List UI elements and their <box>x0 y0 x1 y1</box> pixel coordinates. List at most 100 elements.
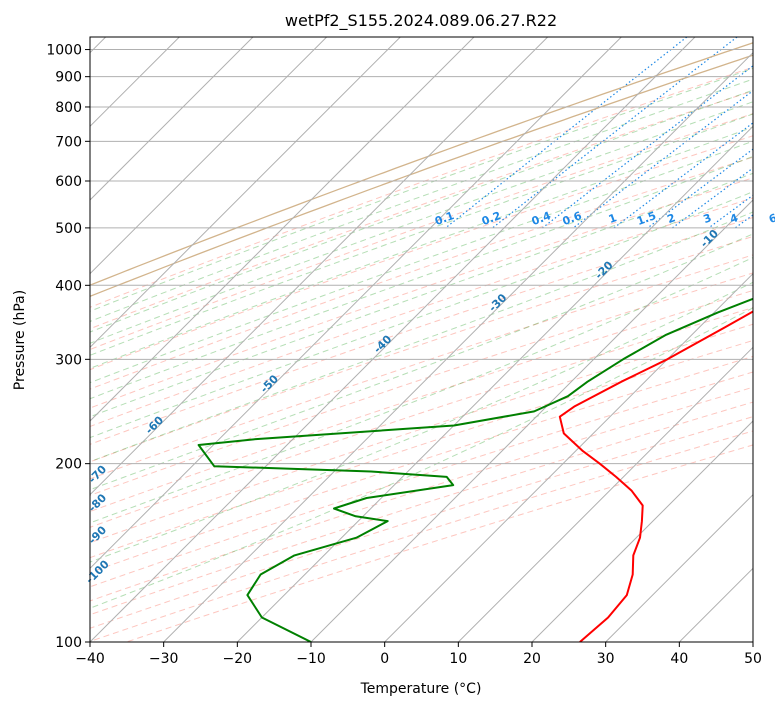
x-tick-label: 30 <box>597 651 615 667</box>
isotherm-gridline <box>90 37 622 570</box>
sounding-profiles <box>197 297 753 642</box>
reference-curve <box>90 54 753 298</box>
mixing-ratio-label: 6 <box>767 211 775 226</box>
x-tick-label: 10 <box>449 651 467 667</box>
dry-adiabat-line <box>90 197 753 428</box>
moist-adiabat-label: -20 <box>592 258 615 281</box>
x-tick-label: 50 <box>744 651 762 667</box>
temperature-profile-line <box>558 310 753 642</box>
dry-adiabat-line <box>90 254 753 480</box>
isotherm-gridline <box>163 51 753 642</box>
x-tick-label: 40 <box>670 651 688 667</box>
mixing-ratio-line <box>572 89 753 229</box>
y-tick-label: 900 <box>55 70 82 86</box>
dry-adiabat-line <box>90 177 753 409</box>
moist-adiabat-line <box>90 67 753 312</box>
x-axis-label: Temperature (°C) <box>360 681 482 697</box>
mixing-ratio-label: 0.2 <box>480 209 503 228</box>
moist-adiabat-label: -10 <box>698 227 721 250</box>
y-tick-label: 700 <box>55 134 82 150</box>
isotherm-gridline <box>90 37 696 642</box>
isotherm-gridline <box>90 37 549 496</box>
mixing-ratio-line <box>734 214 753 229</box>
dry-adiabat-line <box>90 430 753 642</box>
mixing-ratio-line <box>672 167 753 229</box>
pressure-gridlines <box>90 49 753 642</box>
moist-adiabat-line <box>90 256 753 524</box>
moist-adiabat-label: -40 <box>371 332 394 355</box>
moist-adiabat-line <box>90 211 753 463</box>
isotherm-gridline <box>457 346 753 642</box>
y-tick-label: 500 <box>55 221 82 237</box>
isotherm-gridline <box>531 420 753 642</box>
isotherm-gridline <box>384 272 753 642</box>
dry-adiabat-line <box>90 401 753 616</box>
mixing-ratio-line <box>542 65 753 229</box>
y-tick-label: 800 <box>55 100 82 116</box>
y-tick-label: 300 <box>55 352 82 368</box>
plot-frame <box>89 36 754 643</box>
dry-adiabat-line <box>90 416 753 629</box>
mixing-ratio-label: 0.1 <box>433 209 456 228</box>
isotherm-gridline <box>752 641 753 642</box>
mixing-ratio-label: 3 <box>702 211 714 226</box>
dry-adiabat-line <box>90 339 753 559</box>
y-tick-label: 400 <box>55 278 82 294</box>
x-tick-label: 20 <box>523 651 541 667</box>
moist-adiabat-line <box>90 140 753 384</box>
moist-adiabat-line <box>90 113 753 356</box>
x-tick-label: −20 <box>223 651 253 667</box>
isotherm-gridline <box>678 567 753 642</box>
moist-adiabat-line <box>90 78 753 323</box>
x-tick-label: −10 <box>296 651 326 667</box>
isotherm-gridline <box>90 37 254 201</box>
dry-adiabat-line <box>90 307 753 528</box>
dry-adiabat-line <box>90 66 753 308</box>
y-tick-label: 200 <box>55 457 82 473</box>
y-tick-label: 100 <box>55 635 82 651</box>
y-tick-label: 1000 <box>46 43 82 59</box>
mixing-ratio-label: 4 <box>728 211 740 226</box>
x-tick-label: −30 <box>149 651 179 667</box>
isotherm-gridline <box>310 199 753 642</box>
dry-adiabat-line <box>90 386 753 602</box>
y-tick-label: 600 <box>55 174 82 190</box>
moist-adiabat-line <box>90 155 753 400</box>
reference-curve <box>90 42 753 286</box>
isotherm-gridline <box>90 37 328 275</box>
mixing-ratio-label: 2 <box>665 211 677 226</box>
isotherm-lines <box>90 37 753 642</box>
moist-adiabat-line <box>90 233 753 491</box>
isotherm-gridline <box>90 37 475 422</box>
moist-adiabat-line <box>90 89 753 333</box>
dry-adiabat-line <box>90 355 753 573</box>
y-axis-ticks: 100 200 300 400 500 600 700 800 900 1000 <box>46 43 90 651</box>
x-tick-label: −40 <box>75 651 105 667</box>
moist-adiabat-label: -80 <box>86 491 109 514</box>
mixing-ratio-line <box>708 194 753 229</box>
moist-adiabat-label: -30 <box>486 291 509 314</box>
mixing-ratio-label: 0.6 <box>561 209 584 228</box>
mixing-ratio-label: 0.4 <box>530 209 553 228</box>
x-axis-ticks: −40 −30 −20 −10 0 10 20 30 40 50 <box>75 642 762 667</box>
dewpoint-profile-line <box>197 297 753 642</box>
y-axis-label: Pressure (hPa) <box>12 290 28 390</box>
dry-adiabat-line <box>90 289 753 513</box>
moist-adiabat-line <box>90 172 753 418</box>
dry-adiabat-line <box>90 156 753 390</box>
background-lines <box>90 37 753 642</box>
moist-adiabat-line <box>90 126 753 369</box>
moist-adiabat-label: -90 <box>86 523 109 546</box>
x-tick-label: 0 <box>380 651 389 667</box>
moist-adiabat-label: -100 <box>83 557 112 586</box>
isotherm-gridline <box>605 493 753 642</box>
isotherm-gridline <box>90 37 401 349</box>
mixing-ratio-line <box>445 37 688 229</box>
moist-adiabat-line <box>90 281 753 563</box>
chart-title: wetPf2_S155.2024.089.06.27.R22 <box>285 11 557 31</box>
isotherm-gridline <box>236 125 753 642</box>
mixing-ratio-label: 1.5 <box>635 209 658 228</box>
mixing-ratio-label: 1 <box>607 211 619 226</box>
